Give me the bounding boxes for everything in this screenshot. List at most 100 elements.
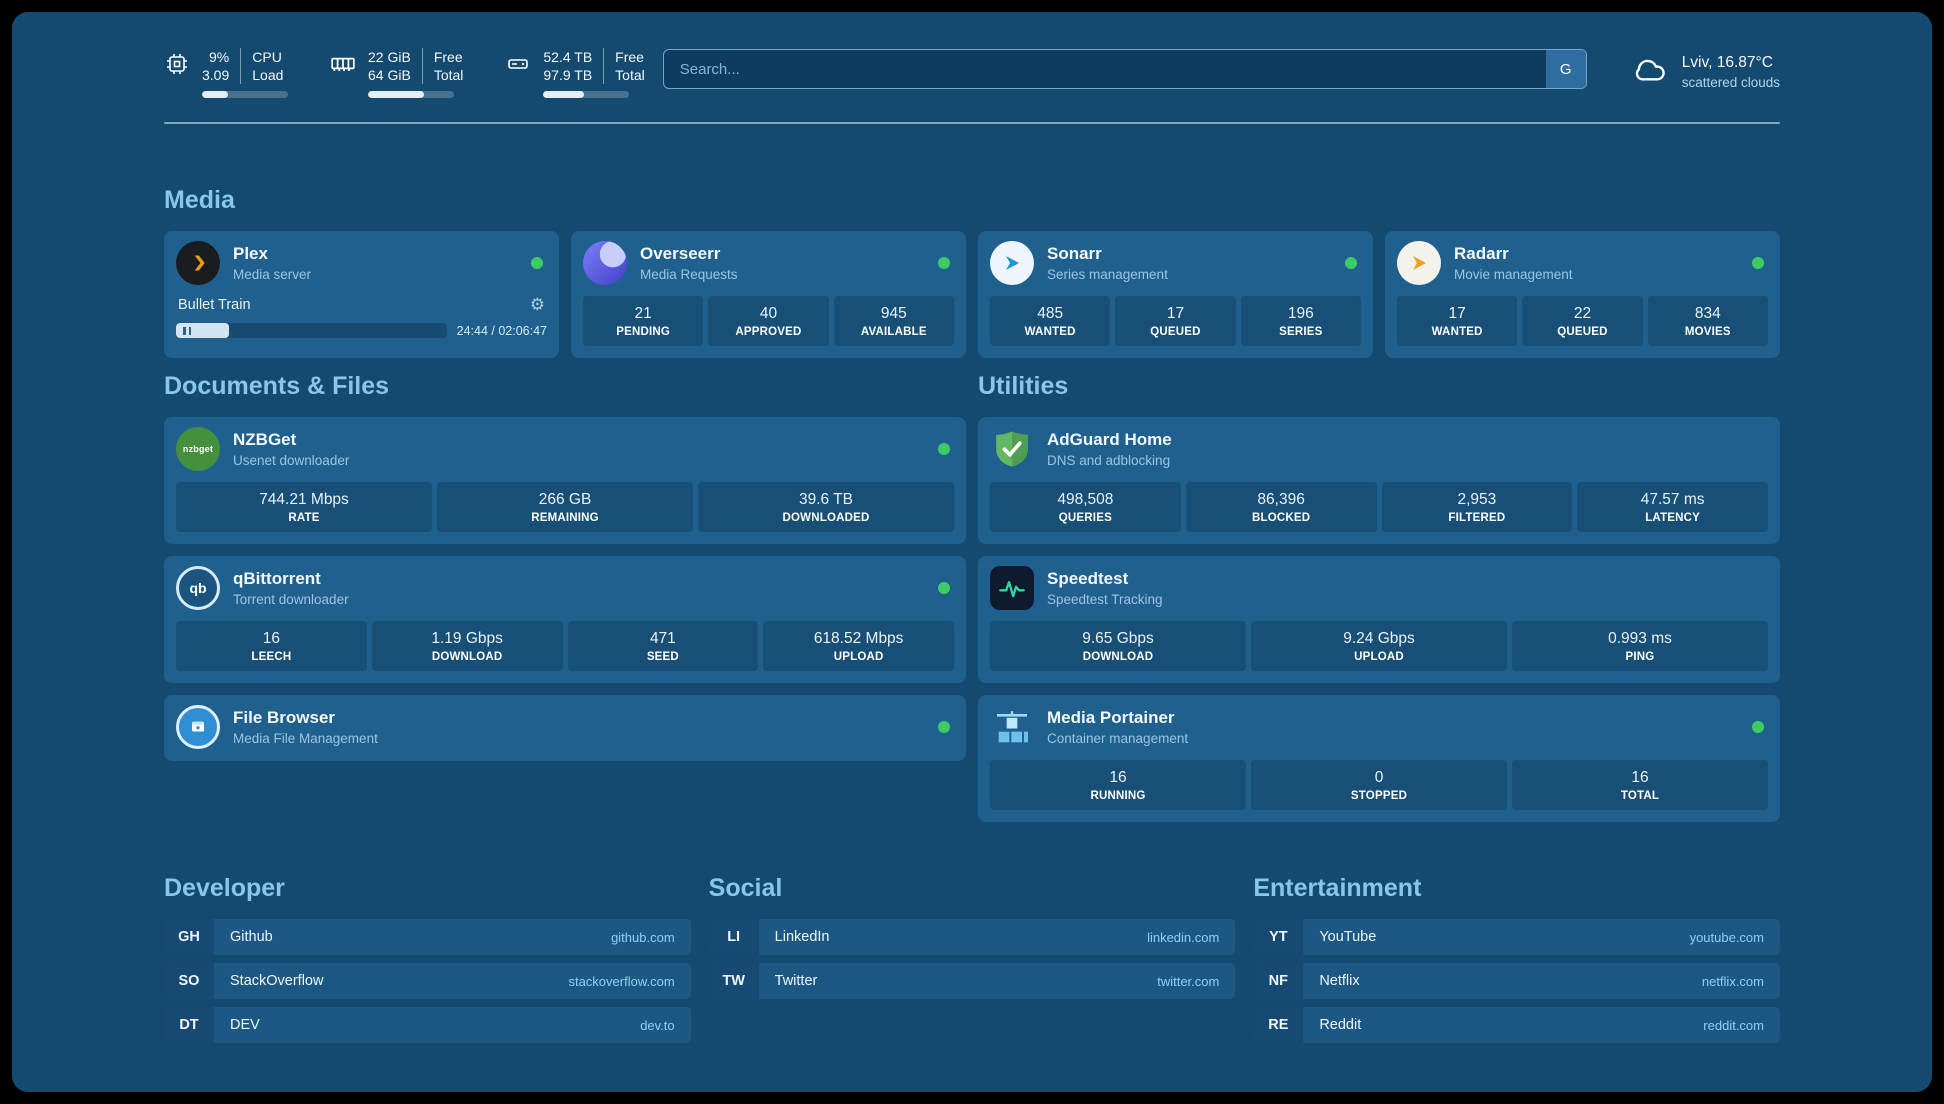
bookmark-url: github.com — [611, 929, 675, 945]
bookmark-github[interactable]: GH Github github.com — [164, 919, 691, 955]
gear-icon[interactable]: ⚙ — [529, 295, 545, 314]
stat-value: 196 — [1287, 305, 1314, 322]
dashboard-content: 9% 3.09 CPU Load — [164, 12, 1780, 1092]
bookmark-netflix[interactable]: NF Netflix netflix.com — [1253, 963, 1780, 999]
stat-label: UPLOAD — [1354, 651, 1404, 663]
stat-value: 0.993 ms — [1608, 630, 1672, 647]
stat-label: QUEUED — [1557, 326, 1608, 338]
bookmark-abbr: LI — [708, 919, 759, 955]
bookmark-stackoverflow[interactable]: SO StackOverflow stackoverflow.com — [164, 963, 691, 999]
bookmark-abbr: GH — [164, 919, 214, 955]
stat-tile: 9.65 Gbps DOWNLOAD — [990, 621, 1246, 671]
stat-tile: 2,953 FILTERED — [1381, 482, 1573, 532]
stat-value: 744.21 Mbps — [259, 491, 349, 508]
app-card-radarr[interactable]: Radarr Movie management 17 WANTED 22 QUE… — [1385, 231, 1780, 358]
app-subtitle: Media Requests — [640, 267, 738, 282]
app-subtitle: DNS and adblocking — [1047, 453, 1171, 468]
stat-label: DOWNLOAD — [1082, 651, 1154, 663]
bookmark-twitter[interactable]: TW Twitter twitter.com — [708, 963, 1236, 999]
app-subtitle: Movie management — [1454, 267, 1573, 282]
stat-tile: 21 PENDING — [583, 296, 704, 346]
stat-label: WANTED — [1024, 326, 1076, 338]
bookmark-abbr: DT — [164, 1007, 214, 1043]
cpu-progress-bar — [202, 91, 288, 98]
nzbget-icon: nzbget — [176, 427, 220, 471]
app-card-overseerr[interactable]: Overseerr Media Requests 21 PENDING 40 A… — [571, 231, 966, 358]
section-title-documents: Documents & Files — [164, 372, 390, 400]
status-dot-online — [1345, 257, 1357, 269]
stat-value: 485 — [1037, 305, 1064, 322]
section-documents: Documents & Files nzbget NZBGet Usenet d… — [164, 372, 966, 773]
topbar: 9% 3.09 CPU Load — [164, 12, 1780, 98]
stat-tile: 40 APPROVED — [708, 296, 829, 346]
section-title-developer: Developer — [164, 874, 285, 902]
stat-label: AVAILABLE — [860, 326, 927, 338]
app-card-plex[interactable]: Plex Media server Bullet Train ⚙ 24:4 — [164, 231, 559, 358]
ram-progress-bar — [368, 91, 454, 98]
stat-label: QUERIES — [1058, 512, 1112, 524]
bookmark-reddit[interactable]: RE Reddit reddit.com — [1253, 1007, 1780, 1043]
app-name: NZBGet — [233, 430, 297, 449]
stat-label: UPLOAD — [833, 651, 884, 663]
cloud-icon — [1631, 50, 1669, 93]
media-grid: Plex Media server Bullet Train ⚙ 24:4 — [164, 231, 1780, 358]
app-card-sonarr[interactable]: Sonarr Series management 485 WANTED 17 Q… — [978, 231, 1373, 358]
stat-label: PING — [1625, 651, 1655, 663]
stat-tile: 196 SERIES — [1240, 296, 1361, 346]
search-engine-button[interactable]: G — [1545, 50, 1586, 88]
app-card-filebrowser[interactable]: File Browser Media File Management — [164, 695, 966, 761]
app-card-speedtest[interactable]: Speedtest Speedtest Tracking 9.65 Gbps D… — [978, 556, 1780, 683]
search-input[interactable] — [662, 49, 1587, 89]
playback-progress-fill — [176, 323, 229, 338]
stat-tile: 47.57 ms LATENCY — [1577, 482, 1768, 532]
bookmark-linkedin[interactable]: LI LinkedIn linkedin.com — [708, 919, 1236, 955]
stat-value: 0 — [1374, 769, 1384, 786]
bookmark-url: stackoverflow.com — [568, 973, 675, 989]
stat-label: SERIES — [1279, 326, 1323, 338]
section-media: Media Plex Media server Bullet Train ⚙ — [164, 186, 1780, 358]
app-subtitle: Torrent downloader — [233, 592, 349, 607]
stat-tile: 16 TOTAL — [1512, 760, 1768, 810]
section-title-social: Social — [708, 874, 783, 902]
weather-widget: Lviv, 16.87°C scattered clouds — [1631, 48, 1780, 93]
bookmark-youtube[interactable]: YT YouTube youtube.com — [1253, 919, 1780, 955]
disk-progress-fill — [543, 91, 584, 98]
stat-tile: 39.6 TB DOWNLOADED — [698, 482, 954, 532]
app-card-nzbget[interactable]: nzbget NZBGet Usenet downloader 744.21 M… — [164, 417, 966, 544]
stat-value: 834 — [1694, 305, 1721, 322]
adguard-icon — [990, 427, 1034, 471]
bookmark-url: netflix.com — [1701, 973, 1764, 989]
stat-value: 17 — [1448, 305, 1466, 322]
stat-label: RUNNING — [1090, 790, 1146, 802]
app-card-qbittorrent[interactable]: qb qBittorrent Torrent downloader 16 LEE… — [164, 556, 966, 683]
disk-icon — [505, 51, 531, 77]
bookmark-name: YouTube — [1319, 929, 1377, 945]
stat-tile: 22 QUEUED — [1522, 296, 1643, 346]
stat-label: LEECH — [251, 651, 292, 663]
stat-label: MOVIES — [1684, 326, 1731, 338]
bookmark-dev[interactable]: DT DEV dev.to — [164, 1007, 691, 1043]
stat-value: 618.52 Mbps — [813, 630, 904, 647]
app-card-adguard[interactable]: AdGuard Home DNS and adblocking 498,508 … — [978, 417, 1780, 544]
stat-value: 21 — [634, 305, 652, 322]
disk-free-label: Free — [615, 49, 644, 65]
bookmark-name: StackOverflow — [230, 973, 324, 989]
app-name: Sonarr — [1047, 244, 1102, 263]
app-name: Overseerr — [640, 244, 721, 263]
app-name: AdGuard Home — [1047, 430, 1172, 449]
bookmark-name: Netflix — [1319, 973, 1360, 989]
status-dot-online — [1752, 721, 1764, 733]
playback-time: 24:44 / 02:06:47 — [456, 323, 547, 338]
stat-value: 471 — [649, 630, 676, 647]
cpu-progress-fill — [202, 91, 228, 98]
stat-tile: 498,508 QUERIES — [990, 482, 1181, 532]
ram-free-value: 22 GiB — [368, 49, 411, 65]
stat-label: TOTAL — [1620, 790, 1660, 802]
stat-label: LATENCY — [1645, 512, 1701, 524]
status-dot-online — [938, 721, 950, 733]
pause-icon[interactable] — [183, 327, 191, 335]
app-card-portainer[interactable]: Media Portainer Container management 16 … — [978, 695, 1780, 822]
section-title-media: Media — [164, 186, 235, 214]
ram-metric: 22 GiB 64 GiB Free Total — [330, 48, 463, 98]
disk-metric: 52.4 TB 97.9 TB Free Total — [505, 48, 645, 98]
